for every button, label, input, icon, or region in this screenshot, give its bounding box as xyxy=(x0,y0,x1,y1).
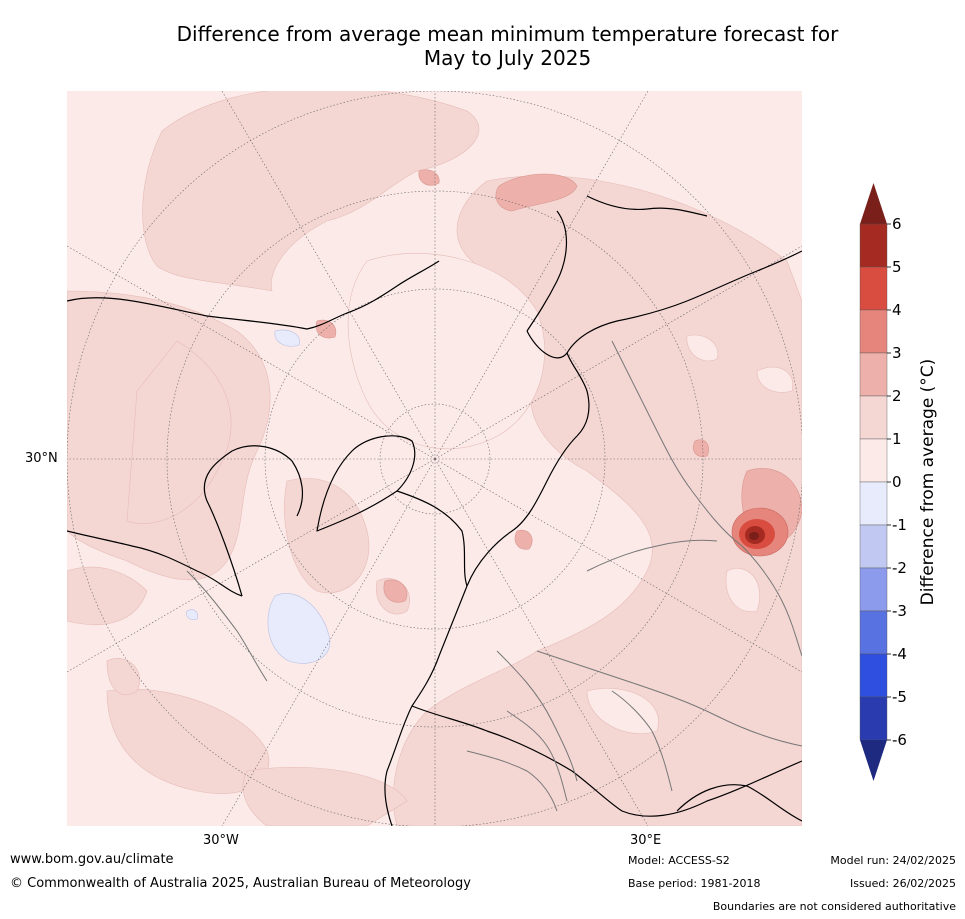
anomaly-0-1-patches xyxy=(347,253,794,734)
colorbar-segment xyxy=(859,653,888,698)
colorbar-tick-label: 3 xyxy=(892,344,902,362)
colorbar-segment xyxy=(859,567,888,612)
colorbar-tick-label: -3 xyxy=(892,602,907,620)
colorbar-over-arrow xyxy=(860,183,887,224)
anomaly-negative-patches xyxy=(186,329,331,664)
forecast-map xyxy=(67,91,802,826)
footer-boundaries-note: Boundaries are not considered authoritat… xyxy=(712,900,956,913)
colorbar-segment xyxy=(859,696,888,741)
colorbar-segment xyxy=(859,266,888,311)
latitude-circles xyxy=(67,91,802,826)
colorbar-tick-label: 2 xyxy=(892,387,902,405)
footer-url: www.bom.gov.au/climate xyxy=(10,852,174,867)
footer-copyright: © Commonwealth of Australia 2025, Austra… xyxy=(10,876,471,891)
colorbar-tick-label: -1 xyxy=(892,516,907,534)
colorbar-tick-label: -5 xyxy=(892,688,907,706)
colorbar-tick-label: -2 xyxy=(892,559,907,577)
colorbar-segment xyxy=(859,309,888,354)
colorbar-tick-label: -6 xyxy=(892,731,907,749)
colorbar-ticks xyxy=(887,223,891,741)
longitude-label-30w: 30°W xyxy=(203,833,239,848)
coastlines xyxy=(67,195,802,826)
latitude-label-30n: 30°N xyxy=(25,451,58,466)
colorbar-segment xyxy=(859,481,888,526)
colorbar-tick-label: 1 xyxy=(892,430,902,448)
title-line-1: Difference from average mean minimum tem… xyxy=(176,22,839,46)
colorbar-segment xyxy=(859,438,888,483)
colorbar-segment xyxy=(859,223,888,268)
meridian-lines xyxy=(67,91,802,826)
colorbar-tick-label: 0 xyxy=(892,473,902,491)
colorbar-tick-label: 4 xyxy=(892,301,902,319)
footer-base-period: Base period: 1981-2018 xyxy=(628,877,761,890)
longitude-label-30e: 30°E xyxy=(630,833,662,848)
colorbar xyxy=(859,183,891,781)
colorbar-tick-label: 5 xyxy=(892,258,902,276)
anomaly-hot-spot xyxy=(731,507,789,557)
title-line-2: May to July 2025 xyxy=(423,46,592,70)
colorbar-segment xyxy=(859,352,888,397)
colorbar-segment xyxy=(859,610,888,655)
colorbar-under-arrow xyxy=(860,740,887,781)
colorbar-title-text: Difference from average (°C) xyxy=(918,358,938,606)
footer-model: Model: ACCESS-S2 xyxy=(628,854,730,867)
country-boundaries xyxy=(186,340,802,812)
footer-model-run: Model run: 24/02/2025 xyxy=(830,854,956,867)
chart-title: Difference from average mean minimum tem… xyxy=(0,22,965,70)
colorbar-segment xyxy=(859,395,888,440)
colorbar-segment xyxy=(859,524,888,569)
colorbar-tick-label: -4 xyxy=(892,645,907,663)
colorbar-segments xyxy=(859,183,888,781)
colorbar-tick-label: 6 xyxy=(892,215,902,233)
footer-issued: Issued: 26/02/2025 xyxy=(849,877,956,890)
